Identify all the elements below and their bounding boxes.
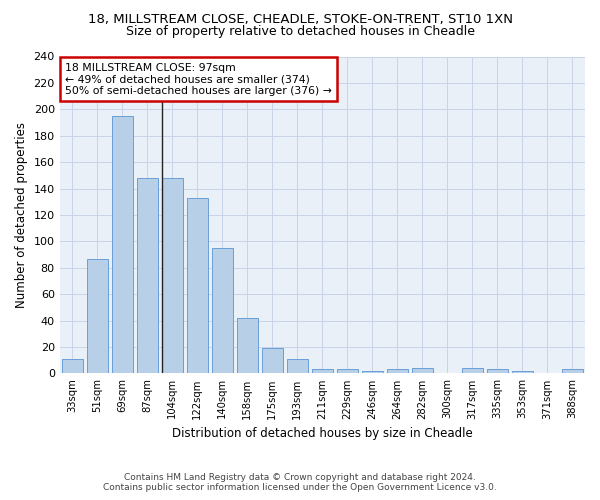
Text: 18, MILLSTREAM CLOSE, CHEADLE, STOKE-ON-TRENT, ST10 1XN: 18, MILLSTREAM CLOSE, CHEADLE, STOKE-ON-… [88,12,512,26]
Bar [387,370,408,374]
Text: Contains HM Land Registry data © Crown copyright and database right 2024.
Contai: Contains HM Land Registry data © Crown c… [103,473,497,492]
Bar [137,178,158,374]
Bar [62,359,83,374]
Bar [287,359,308,374]
Bar [312,370,333,374]
Bar [161,178,183,374]
Bar [112,116,133,374]
Bar [562,370,583,374]
Bar [262,348,283,374]
Bar [337,370,358,374]
Bar [412,368,433,374]
Bar [236,318,258,374]
Bar [212,248,233,374]
Text: Size of property relative to detached houses in Cheadle: Size of property relative to detached ho… [125,25,475,38]
Bar [362,371,383,374]
X-axis label: Distribution of detached houses by size in Cheadle: Distribution of detached houses by size … [172,427,473,440]
Text: 18 MILLSTREAM CLOSE: 97sqm
← 49% of detached houses are smaller (374)
50% of sem: 18 MILLSTREAM CLOSE: 97sqm ← 49% of deta… [65,63,332,96]
Bar [487,370,508,374]
Bar [462,368,483,374]
Bar [86,258,108,374]
Bar [512,371,533,374]
Bar [187,198,208,374]
Y-axis label: Number of detached properties: Number of detached properties [15,122,28,308]
